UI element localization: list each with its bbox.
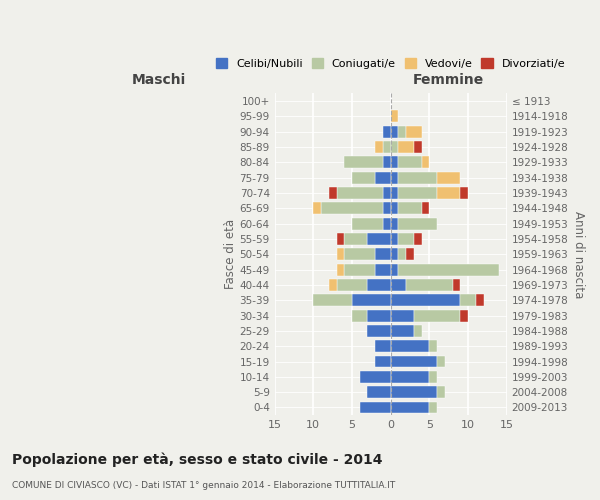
Bar (398, 233, 414, 245)
Bar (344, 233, 367, 245)
Bar (414, 141, 422, 153)
Bar (337, 187, 383, 199)
Bar (391, 172, 398, 183)
Bar (352, 310, 367, 322)
Bar (337, 279, 367, 291)
Bar (460, 310, 468, 322)
Bar (313, 294, 352, 306)
Bar (360, 402, 391, 413)
Bar (383, 218, 391, 230)
Bar (398, 126, 406, 138)
Bar (422, 202, 430, 214)
Bar (344, 264, 375, 276)
Bar (398, 141, 414, 153)
Bar (406, 126, 422, 138)
Bar (430, 340, 437, 352)
Bar (383, 202, 391, 214)
Bar (391, 386, 437, 398)
Bar (391, 310, 414, 322)
Bar (375, 248, 391, 260)
Bar (391, 110, 398, 122)
Bar (391, 402, 430, 413)
Bar (414, 325, 422, 337)
Bar (391, 248, 398, 260)
Bar (437, 187, 460, 199)
Bar (352, 172, 375, 183)
Bar (460, 187, 468, 199)
Bar (375, 340, 391, 352)
Bar (367, 233, 391, 245)
Bar (398, 202, 422, 214)
Bar (406, 279, 452, 291)
Bar (391, 279, 406, 291)
Y-axis label: Anni di nascita: Anni di nascita (572, 210, 585, 298)
Bar (391, 187, 398, 199)
Bar (367, 325, 391, 337)
Bar (383, 187, 391, 199)
Bar (329, 279, 337, 291)
Bar (391, 294, 460, 306)
Bar (367, 279, 391, 291)
Bar (352, 218, 383, 230)
Bar (391, 340, 430, 352)
Bar (375, 141, 383, 153)
Bar (383, 141, 391, 153)
Bar (398, 264, 499, 276)
Bar (329, 187, 337, 199)
Bar (360, 371, 391, 383)
Text: Maschi: Maschi (131, 73, 186, 87)
Bar (375, 356, 391, 368)
Bar (391, 233, 398, 245)
Bar (344, 248, 375, 260)
Bar (406, 248, 414, 260)
Bar (398, 156, 422, 168)
Bar (337, 233, 344, 245)
Bar (452, 279, 460, 291)
Bar (430, 402, 437, 413)
Bar (391, 126, 398, 138)
Bar (352, 294, 391, 306)
Bar (460, 294, 476, 306)
Bar (383, 156, 391, 168)
Bar (437, 386, 445, 398)
Bar (391, 141, 398, 153)
Bar (344, 156, 383, 168)
Bar (414, 310, 460, 322)
Bar (383, 126, 391, 138)
Text: COMUNE DI CIVIASCO (VC) - Dati ISTAT 1° gennaio 2014 - Elaborazione TUTTITALIA.I: COMUNE DI CIVIASCO (VC) - Dati ISTAT 1° … (12, 481, 395, 490)
Bar (375, 172, 391, 183)
Bar (414, 233, 422, 245)
Legend: Celibi/Nubili, Coniugati/e, Vedovi/e, Divorziati/e: Celibi/Nubili, Coniugati/e, Vedovi/e, Di… (212, 54, 569, 74)
Bar (391, 371, 430, 383)
Bar (437, 172, 460, 183)
Bar (337, 248, 344, 260)
Bar (398, 218, 437, 230)
Bar (367, 310, 391, 322)
Bar (398, 172, 437, 183)
Text: Popolazione per età, sesso e stato civile - 2014: Popolazione per età, sesso e stato civil… (12, 452, 383, 467)
Bar (422, 156, 430, 168)
Bar (375, 264, 391, 276)
Bar (313, 202, 321, 214)
Y-axis label: Fasce di età: Fasce di età (224, 219, 237, 290)
Bar (398, 248, 406, 260)
Bar (321, 202, 383, 214)
Bar (476, 294, 484, 306)
Text: Femmine: Femmine (413, 73, 484, 87)
Bar (437, 356, 445, 368)
Bar (391, 264, 398, 276)
Bar (398, 187, 437, 199)
Bar (337, 264, 344, 276)
Bar (367, 386, 391, 398)
Bar (391, 325, 414, 337)
Bar (391, 218, 398, 230)
Bar (391, 356, 437, 368)
Bar (391, 202, 398, 214)
Bar (430, 371, 437, 383)
Bar (391, 156, 398, 168)
